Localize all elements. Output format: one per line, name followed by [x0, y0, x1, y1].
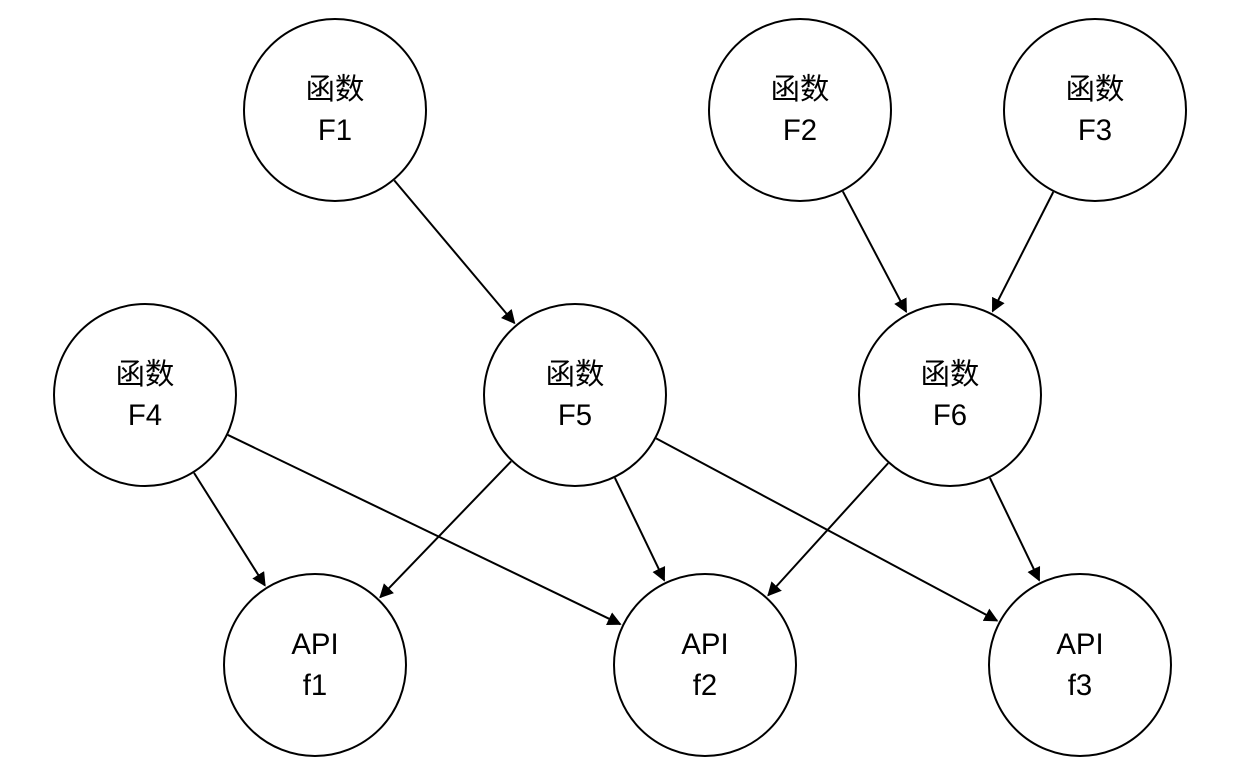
node-label-line1: 函数 [771, 69, 830, 110]
node-label-line1: 函数 [116, 354, 175, 395]
node-F6: 函数F6 [858, 303, 1042, 487]
edge-F5-f1 [380, 461, 511, 597]
node-label-line1: 函数 [546, 354, 605, 395]
node-label-line2: f2 [693, 665, 717, 706]
node-label-line1: API [291, 624, 338, 665]
node-label-line2: F2 [783, 110, 817, 151]
edge-F1-F5 [394, 180, 514, 323]
diagram-canvas: 函数F1函数F2函数F3函数F4函数F5函数F6APIf1APIf2APIf3 [0, 0, 1240, 780]
node-label-line1: 函数 [306, 69, 365, 110]
node-f2: APIf2 [613, 573, 797, 757]
edge-F6-f2 [768, 463, 888, 595]
node-label-line1: 函数 [1066, 69, 1125, 110]
node-F4: 函数F4 [53, 303, 237, 487]
node-F1: 函数F1 [243, 18, 427, 202]
node-label-line1: 函数 [921, 354, 980, 395]
node-label-line2: F6 [933, 395, 967, 436]
node-f1: APIf1 [223, 573, 407, 757]
node-label-line2: f1 [303, 665, 327, 706]
node-label-line2: F3 [1078, 110, 1112, 151]
node-label-line2: F4 [128, 395, 162, 436]
edge-F3-F6 [993, 192, 1054, 311]
node-label-line1: API [681, 624, 728, 665]
edge-F5-f2 [615, 478, 664, 580]
edge-F6-f3 [990, 478, 1039, 580]
edge-F4-f1 [194, 473, 265, 586]
node-label-line2: F1 [318, 110, 352, 151]
node-label-line2: f3 [1068, 665, 1092, 706]
node-F5: 函数F5 [483, 303, 667, 487]
edge-F2-F6 [843, 191, 906, 311]
node-f3: APIf3 [988, 573, 1172, 757]
node-label-line1: API [1056, 624, 1103, 665]
node-label-line2: F5 [558, 395, 592, 436]
node-F2: 函数F2 [708, 18, 892, 202]
node-F3: 函数F3 [1003, 18, 1187, 202]
